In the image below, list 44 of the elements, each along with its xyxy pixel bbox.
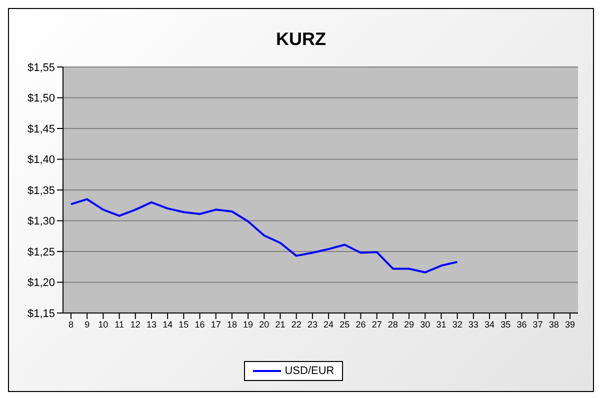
x-tick-label: 18 [226,319,237,330]
x-tick-label: 27 [372,319,382,330]
x-tick-label: 13 [146,319,156,330]
x-tick-label: 17 [210,319,221,330]
x-tick-label: 20 [259,319,270,330]
x-tick-label: 39 [564,319,576,330]
x-tick-label: 14 [162,319,173,330]
legend-label: USD/EUR [284,365,334,377]
x-tick-label: 8 [68,319,74,330]
y-tick-label: $1,55 [27,62,55,74]
x-tick-label: 35 [500,319,511,330]
y-tick-label: $1,25 [27,246,55,258]
y-tick-label: $1,20 [27,277,55,290]
x-tick-label: 19 [243,319,254,330]
x-tick-label: 26 [356,319,366,330]
x-tick-label: 34 [484,319,495,330]
x-tick-label: 28 [388,319,398,330]
y-tick-label: $1,50 [27,92,55,105]
chart-title: KURZ [275,29,327,50]
x-tick-label: 31 [436,319,446,330]
x-tick-label: 33 [468,319,478,330]
x-tick-label: 9 [84,319,90,330]
y-tick-label: $1,30 [27,216,55,228]
y-tick-label: $1,40 [27,154,55,166]
x-tick-label: 11 [114,319,124,330]
x-tick-label: 36 [516,319,527,330]
x-tick-label: 10 [98,319,108,330]
x-tick-label: 12 [130,319,140,330]
x-tick-label: 16 [194,319,205,330]
y-tick-label: $1,15 [27,308,55,320]
y-tick-label: $1,35 [27,184,55,197]
x-tick-label: 30 [420,319,430,330]
line-series [70,198,458,274]
x-tick-label: 38 [548,319,559,330]
x-tick-label: 29 [404,319,414,330]
x-tick-label: 25 [340,319,350,330]
x-tick-label: 24 [324,319,334,330]
x-tick-label: 22 [291,319,302,330]
x-tick-label: 15 [178,319,189,330]
x-tick-label: 32 [452,319,462,330]
x-tick-label: 21 [275,319,286,330]
x-tick-label: 37 [532,319,543,330]
y-tick-label: $1,45 [27,123,55,136]
x-tick-label: 23 [307,319,318,330]
